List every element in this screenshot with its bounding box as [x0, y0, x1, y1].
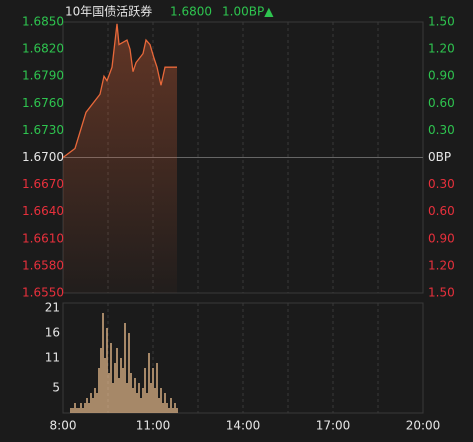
y2-tick-label: 0.90: [428, 231, 455, 245]
volume-bar: [124, 323, 126, 413]
x-tick-label: 11:00: [136, 419, 171, 433]
y2-tick-label: 1.50: [428, 15, 455, 29]
volume-bar: [170, 398, 172, 413]
y-tick-label: 1.6550: [22, 286, 64, 300]
volume-bar: [80, 403, 82, 413]
y-tick-label: 1.6670: [22, 177, 64, 191]
volume-bar: [162, 403, 164, 413]
volume-bar: [150, 383, 152, 413]
volume-bar: [148, 353, 150, 413]
volume-bar: [166, 403, 168, 413]
volume-bar: [120, 358, 122, 413]
volume-bar: [76, 408, 78, 413]
volume-bar: [78, 408, 80, 413]
change: 1.00BP▲: [222, 5, 274, 19]
volume-bar: [88, 403, 90, 413]
volume-bar: [138, 383, 140, 413]
volume-bar: [92, 398, 94, 413]
x-tick-label: 20:00: [406, 419, 441, 433]
volume-bar: [98, 368, 100, 413]
volume-bar: [74, 403, 76, 413]
last-price: 1.6800: [170, 5, 212, 19]
volume-bar: [90, 393, 92, 413]
y-tick-label: 1.6730: [22, 123, 64, 137]
volume-bar: [176, 408, 178, 413]
price-area: [63, 23, 177, 293]
y2-tick-label: 1.50: [428, 286, 455, 300]
volume-bar: [164, 393, 166, 413]
y-tick-label: 1.6640: [22, 204, 64, 218]
volume-bar: [70, 408, 72, 413]
volume-bar: [110, 343, 112, 413]
y2-tick-label: 1.20: [428, 258, 455, 272]
y2-tick-label: 0.30: [428, 177, 455, 191]
y-tick-label: 1.6700: [22, 150, 64, 164]
x-tick-label: 14:00: [226, 419, 261, 433]
y2-tick-label: 0BP: [428, 150, 451, 164]
volume-bar: [94, 388, 96, 413]
volume-bar: [154, 388, 156, 413]
volume-bar: [128, 333, 130, 413]
volume-bar: [122, 368, 124, 413]
volume-bar: [104, 358, 106, 413]
volume-bar: [108, 373, 110, 413]
volume-bar: [84, 403, 86, 413]
volume-bar: [126, 383, 128, 413]
y2-tick-label: 1.20: [428, 42, 455, 56]
volume-bar: [174, 403, 176, 413]
y-tick-label: 21: [45, 301, 60, 315]
y-tick-label: 1.6760: [22, 96, 64, 110]
volume-bar: [112, 383, 114, 413]
volume-bar: [102, 313, 104, 413]
volume-bar: [158, 398, 160, 413]
volume-bar: [146, 393, 148, 413]
volume-bar: [168, 408, 170, 413]
y-tick-label: 1.6850: [22, 15, 64, 29]
volume-bar: [142, 388, 144, 413]
y2-tick-label: 0.30: [428, 123, 455, 137]
volume-bar: [130, 373, 132, 413]
y2-tick-label: 0.60: [428, 96, 455, 110]
volume-bar: [86, 398, 88, 413]
y2-tick-label: 0.90: [428, 69, 455, 83]
volume-bar: [132, 388, 134, 413]
volume-bar: [156, 363, 158, 413]
volume-bar: [100, 348, 102, 413]
volume-bar: [152, 368, 154, 413]
volume-bar: [96, 393, 98, 413]
x-tick-label: 8:00: [50, 419, 77, 433]
volume-bar: [82, 408, 84, 413]
volume-bar: [114, 363, 116, 413]
y-tick-label: 1.6790: [22, 69, 64, 83]
volume-bar: [140, 398, 142, 413]
y-tick-label: 5: [52, 381, 60, 395]
volume-bar: [116, 348, 118, 413]
volume-bar: [72, 408, 74, 413]
y-tick-label: 11: [45, 351, 60, 365]
volume-bar: [144, 368, 146, 413]
price-line: [62, 23, 177, 159]
volume-bar: [160, 388, 162, 413]
instrument-title: 10年国债活跃券: [65, 4, 152, 19]
volume-bar: [172, 408, 174, 413]
volume-bar: [134, 378, 136, 413]
volume-bar: [118, 378, 120, 413]
y-tick-label: 16: [45, 326, 60, 340]
volume-bar: [136, 393, 138, 413]
y-tick-label: 1.6610: [22, 231, 64, 245]
y2-tick-label: 0.60: [428, 204, 455, 218]
x-tick-label: 17:00: [316, 419, 351, 433]
y-tick-label: 1.6580: [22, 258, 64, 272]
volume-bar: [106, 328, 108, 413]
y-tick-label: 1.6820: [22, 42, 64, 56]
